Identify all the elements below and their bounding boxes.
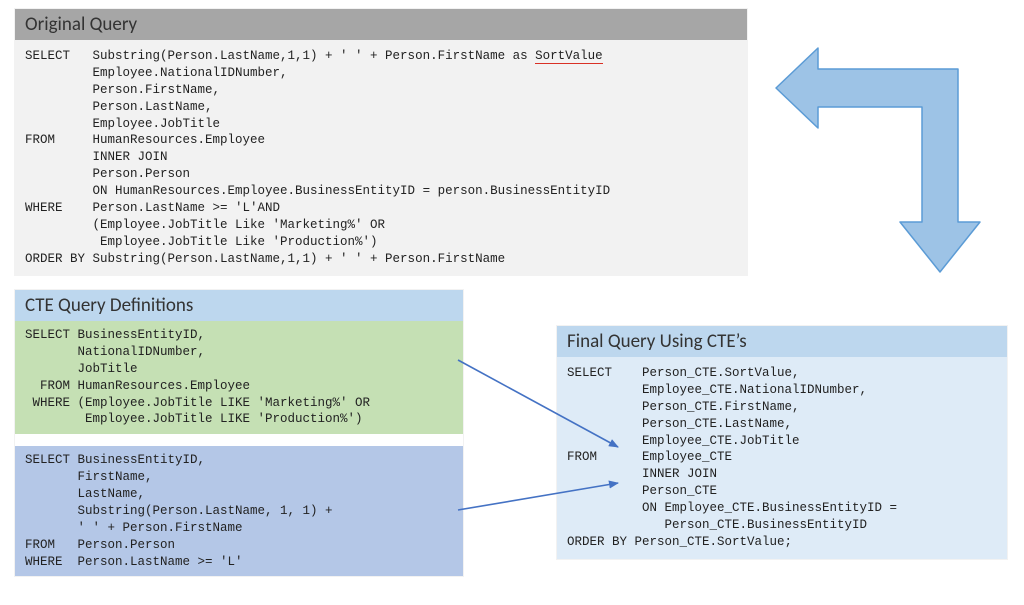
original-query-title: Original Query <box>15 9 747 40</box>
sortvalue-underlined: SortValue <box>535 49 603 64</box>
code-pre: SELECT Substring(Person.LastName,1,1) + … <box>25 49 535 63</box>
cte-definition-a: SELECT BusinessEntityID, NationalIDNumbe… <box>15 321 463 434</box>
code-post: Employee.NationalIDNumber, Person.FirstN… <box>25 66 610 266</box>
cte-definitions-title: CTE Query Definitions <box>15 290 463 321</box>
final-query-panel: Final Query Using CTE’s SELECT Person_CT… <box>556 325 1008 560</box>
original-query-code: SELECT Substring(Person.LastName,1,1) + … <box>15 40 747 275</box>
final-query-code: SELECT Person_CTE.SortValue, Employee_CT… <box>557 357 1007 559</box>
cte-definitions-panel: CTE Query Definitions SELECT BusinessEnt… <box>14 289 464 577</box>
original-query-panel: Original Query SELECT Substring(Person.L… <box>14 8 748 276</box>
final-query-title: Final Query Using CTE’s <box>557 326 1007 357</box>
big-elbow-arrow-icon <box>775 48 980 272</box>
cte-definition-b: SELECT BusinessEntityID, FirstName, Last… <box>15 446 463 576</box>
